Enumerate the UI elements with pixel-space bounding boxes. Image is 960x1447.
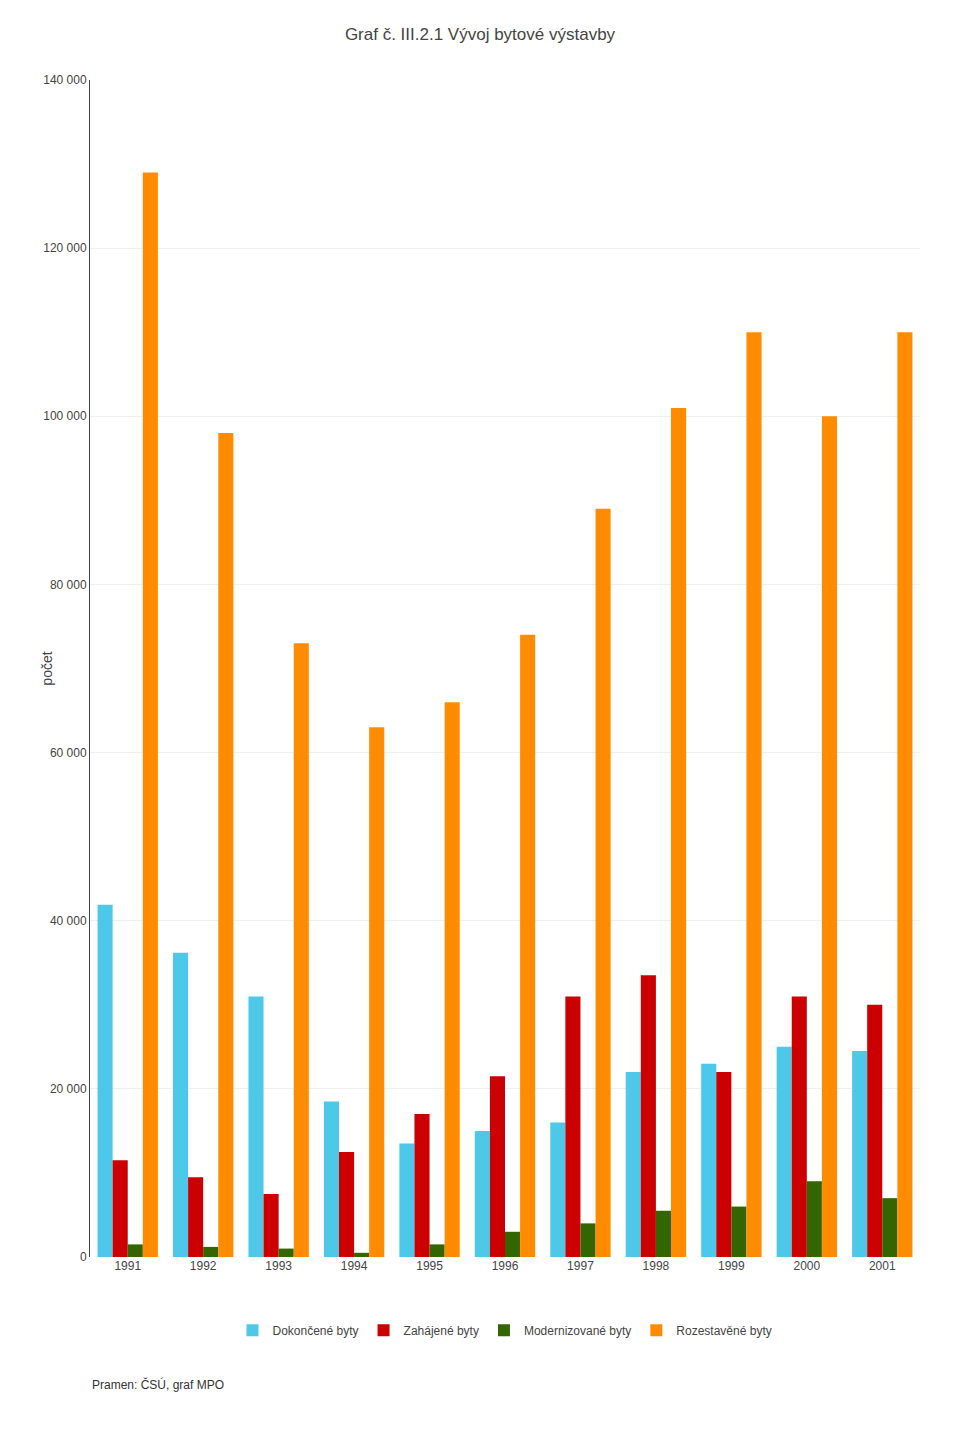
svg-text:1992: 1992	[190, 1259, 217, 1273]
svg-text:2001: 2001	[869, 1259, 896, 1273]
svg-text:60 000: 60 000	[50, 746, 87, 760]
svg-text:Modernizované byty: Modernizované byty	[524, 1324, 631, 1338]
svg-text:0: 0	[80, 1250, 87, 1264]
svg-text:80 000: 80 000	[50, 578, 87, 592]
svg-text:Graf č. III.2.1 Vývoj bytové v: Graf č. III.2.1 Vývoj bytové výstavby	[345, 25, 616, 44]
svg-text:40 000: 40 000	[50, 914, 87, 928]
svg-text:1991: 1991	[114, 1259, 141, 1273]
svg-text:Zahájené byty: Zahájené byty	[404, 1324, 479, 1338]
svg-text:1995: 1995	[416, 1259, 443, 1273]
svg-text:Rozestavěné byty: Rozestavěné byty	[676, 1324, 771, 1338]
svg-text:1999: 1999	[718, 1259, 745, 1273]
svg-text:140 000: 140 000	[43, 73, 87, 87]
svg-text:100 000: 100 000	[43, 409, 87, 423]
svg-text:Pramen: ČSÚ, graf MPO: Pramen: ČSÚ, graf MPO	[92, 1377, 224, 1392]
svg-text:1996: 1996	[492, 1259, 519, 1273]
svg-text:1998: 1998	[643, 1259, 670, 1273]
svg-text:2000: 2000	[793, 1259, 820, 1273]
svg-text:20 000: 20 000	[50, 1082, 87, 1096]
svg-text:1997: 1997	[567, 1259, 594, 1273]
svg-text:Dokončené byty: Dokončené byty	[273, 1324, 359, 1338]
svg-text:počet: počet	[39, 651, 55, 685]
svg-text:1993: 1993	[265, 1259, 292, 1273]
svg-text:1994: 1994	[341, 1259, 368, 1273]
svg-text:120 000: 120 000	[43, 241, 87, 255]
